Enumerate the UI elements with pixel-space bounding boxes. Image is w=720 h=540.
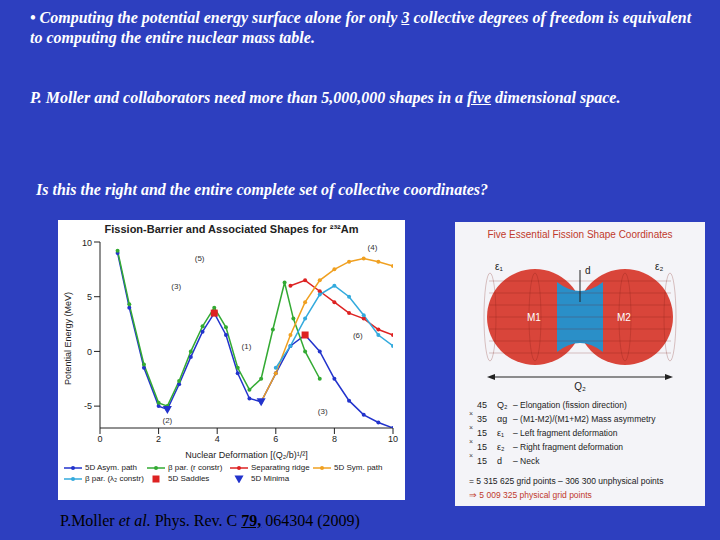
html-text:5D Sym. path: 5D Sym. path bbox=[334, 463, 383, 472]
svg-text:(5): (5) bbox=[195, 254, 205, 263]
svg-text:10: 10 bbox=[388, 434, 398, 444]
svg-text:15: 15 bbox=[477, 428, 487, 438]
svg-text:2: 2 bbox=[156, 434, 161, 444]
svg-text:0: 0 bbox=[97, 434, 102, 444]
svg-text:0: 0 bbox=[87, 347, 92, 357]
svg-text:⇒ 5 009 325 physical grid poin: ⇒ 5 009 325 physical grid points bbox=[469, 490, 592, 500]
svg-text:10: 10 bbox=[82, 238, 92, 248]
svg-text:Q₂: Q₂ bbox=[574, 381, 586, 392]
svg-text:d: d bbox=[585, 265, 591, 276]
svg-text:– Elongation (fission directio: – Elongation (fission direction) bbox=[513, 400, 627, 410]
svg-text:5: 5 bbox=[87, 292, 92, 302]
svg-text:(1): (1) bbox=[242, 342, 252, 351]
svg-text:×: × bbox=[469, 424, 473, 431]
svg-text:– Left fragment deformation: – Left fragment deformation bbox=[513, 428, 618, 438]
svg-text:ε₂: ε₂ bbox=[655, 261, 663, 272]
svg-text:×: × bbox=[469, 438, 473, 445]
svg-text:ε₂: ε₂ bbox=[497, 442, 505, 452]
html-text:P.Moller et al. Phys. Rev. C 7: P.Moller et al. Phys. Rev. C 79, 064304 … bbox=[60, 512, 360, 529]
html-text:β par. (λ₂ constr): β par. (λ₂ constr) bbox=[85, 474, 144, 483]
svg-text:(4): (4) bbox=[368, 243, 378, 252]
svg-text:– (M1-M2)/(M1+M2) Mass asymmet: – (M1-M2)/(M1+M2) Mass asymmetry bbox=[513, 414, 656, 424]
svg-text:M2: M2 bbox=[617, 312, 631, 323]
svg-text:– Neck: – Neck bbox=[513, 456, 540, 466]
svg-text:M1: M1 bbox=[527, 312, 541, 323]
html-text:Fission-Barrier and Associated: Fission-Barrier and Associated Shapes fo… bbox=[104, 223, 359, 235]
html-text:• Computing the potential ener: • Computing the potential energy surface… bbox=[30, 9, 692, 46]
svg-text:15: 15 bbox=[477, 442, 487, 452]
svg-text:ε₁: ε₁ bbox=[497, 428, 504, 438]
html-text:5D Saddles: 5D Saddles bbox=[168, 474, 210, 483]
html-text:Is this the right and the enti: Is this the right and the entire complet… bbox=[36, 181, 488, 198]
svg-text:Potential Energy (MeV): Potential Energy (MeV) bbox=[63, 292, 73, 385]
svg-text:= 5 315 625 grid points – 306: = 5 315 625 grid points – 306 300 unphys… bbox=[469, 476, 663, 486]
svg-text:– Right fragment deformation: – Right fragment deformation bbox=[513, 442, 623, 452]
svg-text:(3): (3) bbox=[318, 407, 328, 416]
svg-text:Q₂: Q₂ bbox=[497, 400, 508, 410]
html-text:5D Minima: 5D Minima bbox=[251, 474, 290, 483]
html-text:β par. (r constr): β par. (r constr) bbox=[168, 463, 223, 472]
svg-text:αg: αg bbox=[497, 414, 507, 424]
svg-text:d: d bbox=[497, 456, 502, 466]
svg-text:-5: -5 bbox=[84, 401, 92, 411]
html-text:5D Asym. path: 5D Asym. path bbox=[85, 463, 137, 472]
svg-text:×: × bbox=[469, 410, 473, 417]
svg-text:8: 8 bbox=[332, 434, 337, 444]
svg-text:(6): (6) bbox=[353, 331, 363, 340]
svg-text:45: 45 bbox=[477, 400, 487, 410]
svg-text:Nuclear Deformation [(Q₂/b)¹/²: Nuclear Deformation [(Q₂/b)¹/²] bbox=[185, 450, 308, 460]
svg-text:ε₁: ε₁ bbox=[495, 261, 503, 272]
svg-text:×: × bbox=[469, 452, 473, 459]
svg-text:(3): (3) bbox=[171, 282, 181, 291]
svg-text:6: 6 bbox=[273, 434, 278, 444]
html-text:Separating ridge: Separating ridge bbox=[251, 463, 310, 472]
html-text:P. Moller and collaborators ne: P. Moller and collaborators need more th… bbox=[30, 89, 621, 106]
svg-text:15: 15 bbox=[477, 456, 487, 466]
svg-text:35: 35 bbox=[477, 414, 487, 424]
svg-text:Five Essential Fission Shape C: Five Essential Fission Shape Coordinates bbox=[487, 229, 672, 240]
svg-text:(2): (2) bbox=[162, 416, 172, 425]
svg-text:4: 4 bbox=[215, 434, 220, 444]
